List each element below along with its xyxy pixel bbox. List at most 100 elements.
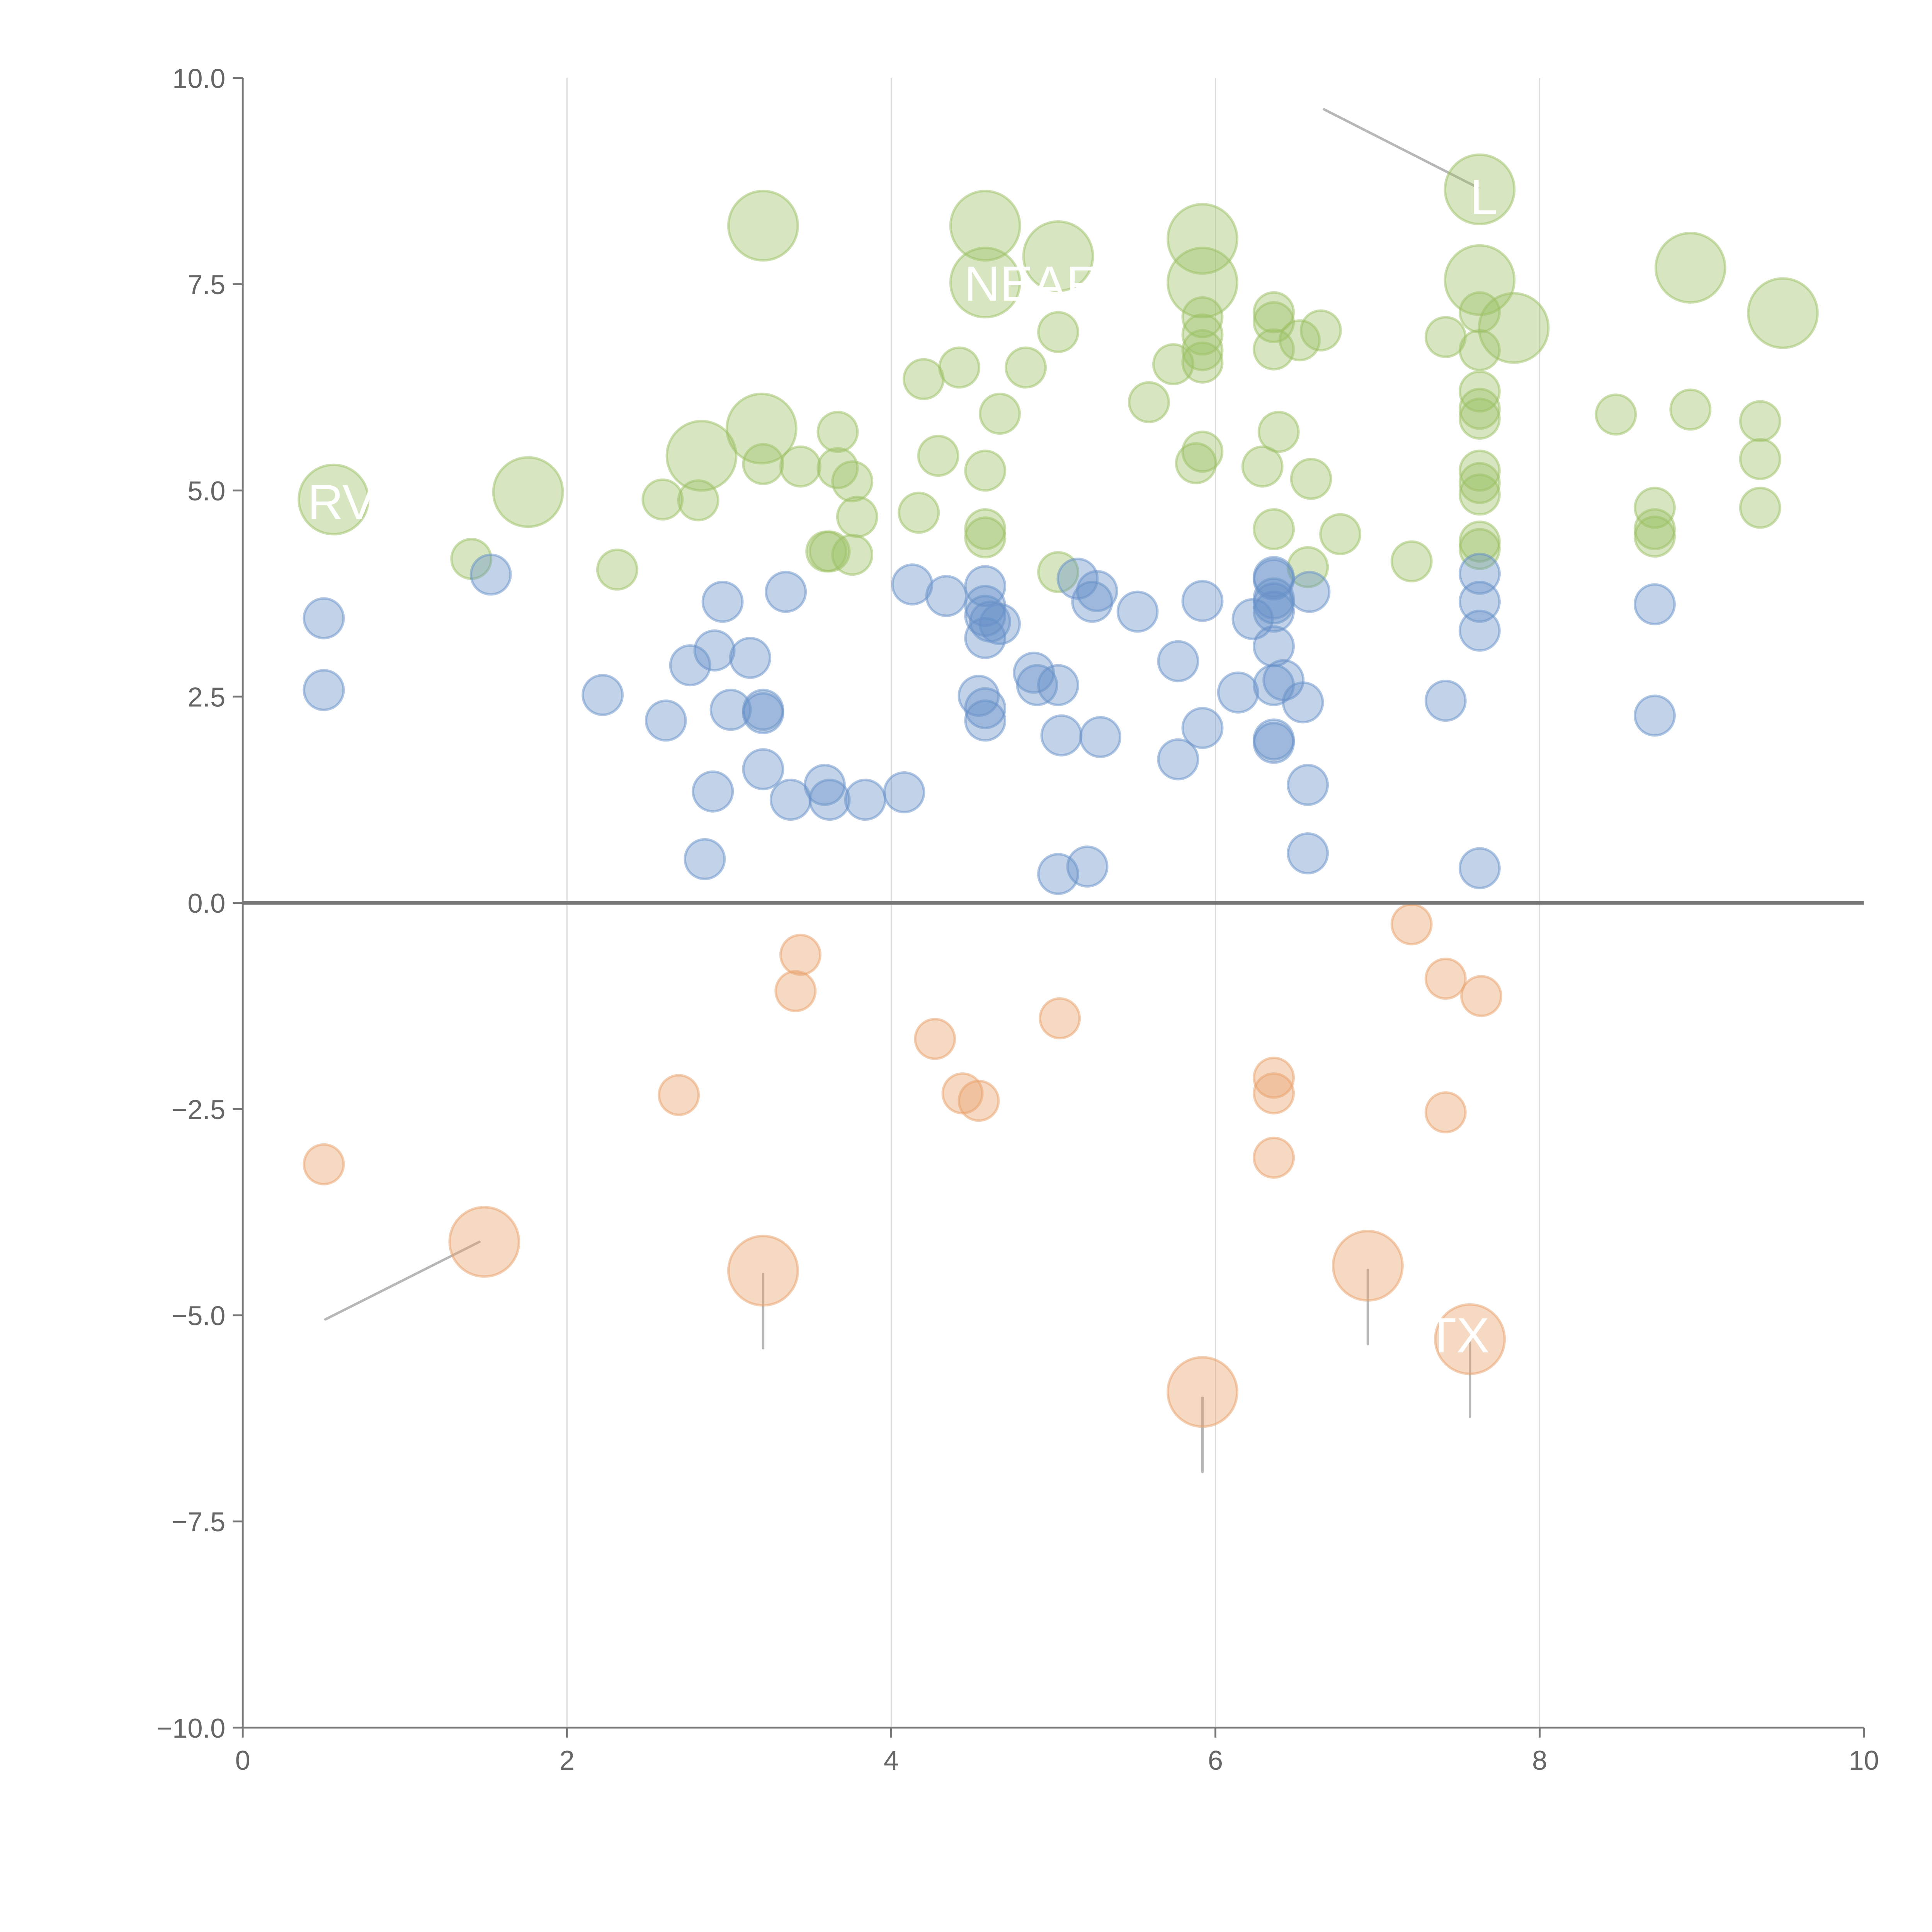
green-point	[949, 190, 1021, 262]
green-point	[902, 358, 945, 400]
blue-point	[891, 563, 934, 606]
green-point	[1478, 292, 1550, 364]
leader-lines	[324, 108, 1480, 1473]
orange-point	[1253, 1056, 1295, 1099]
green-point	[1458, 449, 1501, 492]
orange-point	[1253, 1136, 1295, 1179]
green-point	[1257, 411, 1300, 453]
x-tick-label: 10	[1849, 1745, 1879, 1776]
green-point	[949, 247, 1021, 319]
green-point	[1444, 153, 1516, 226]
green-point	[1181, 329, 1224, 371]
blue-point	[303, 669, 345, 711]
orange-point	[303, 1143, 345, 1185]
data-points	[298, 153, 1819, 1428]
green-point	[1458, 528, 1501, 570]
blue-point	[1066, 845, 1109, 888]
green-point	[938, 346, 981, 389]
green-point	[1458, 329, 1501, 371]
green-point	[816, 411, 859, 453]
green-point	[1747, 277, 1819, 349]
green-point	[1022, 220, 1094, 292]
y-tick-label: 0.0	[187, 888, 225, 918]
orange-point	[1434, 1303, 1506, 1375]
blue-point	[1458, 847, 1501, 889]
blue-point	[1458, 580, 1501, 623]
orange-point	[1253, 1072, 1295, 1115]
orange-point	[779, 934, 821, 976]
green-point	[1181, 296, 1224, 338]
green-point	[1290, 457, 1332, 500]
blue-point	[1458, 609, 1501, 652]
blue-point	[582, 674, 624, 716]
orange-point	[957, 1080, 1000, 1122]
blue-point	[964, 699, 1007, 742]
x-tick-label: 2	[560, 1745, 575, 1776]
blue-point	[469, 553, 512, 596]
green-point	[1458, 388, 1501, 430]
blue-point	[1076, 570, 1118, 612]
blue-point	[1634, 694, 1676, 737]
green-point	[1299, 309, 1342, 352]
orange-point	[1390, 903, 1433, 946]
orange-point	[1424, 1091, 1467, 1134]
green-point	[298, 463, 370, 536]
point-labels: RV NEAF L TX	[308, 170, 1497, 1363]
green-point	[1181, 430, 1224, 473]
blue-point	[1287, 764, 1329, 806]
blue-point	[1016, 664, 1058, 706]
green-point	[725, 393, 798, 465]
blue-point	[669, 644, 711, 687]
blue-point	[803, 764, 846, 806]
green-point	[1253, 328, 1295, 371]
green-point	[1634, 486, 1676, 529]
green-point	[1241, 445, 1284, 488]
green-point	[1458, 473, 1501, 516]
green-point	[1037, 311, 1080, 353]
orange-point	[914, 1018, 956, 1060]
blue-point	[1253, 721, 1295, 764]
green-point	[1739, 486, 1781, 529]
green-point	[677, 479, 719, 522]
axes: 0 2 4 6 8 10 10.0 7.5 5.0 2.5 0.0 −2.5 −5.0 −7.5 −10.0	[156, 63, 1879, 1776]
point-label: NEAF	[964, 256, 1096, 311]
blue-point	[684, 838, 726, 880]
green-point	[779, 445, 821, 488]
green-point	[808, 530, 851, 573]
blue-point	[957, 675, 1000, 717]
green-point	[1458, 291, 1501, 333]
green-point	[1458, 398, 1501, 440]
blue-point	[964, 687, 1007, 730]
blue-point	[1079, 716, 1122, 758]
green-point	[964, 449, 1007, 492]
green-point	[1166, 203, 1238, 275]
orange-point	[727, 1235, 799, 1307]
blue-point	[1071, 580, 1114, 623]
blue-point	[1181, 580, 1224, 622]
green-point	[1458, 462, 1501, 504]
x-tick-label: 8	[1532, 1745, 1547, 1776]
green-point	[1654, 231, 1726, 304]
y-tick-label: −5.0	[172, 1300, 225, 1331]
blue-point	[1424, 680, 1467, 722]
blue-point	[701, 580, 744, 623]
green-point	[1253, 291, 1295, 333]
orange-point	[1039, 997, 1081, 1039]
green-point	[1634, 515, 1676, 558]
blue-point	[765, 571, 807, 613]
green-point	[979, 393, 1021, 435]
orange-point	[658, 1074, 700, 1116]
blue-point	[709, 689, 752, 731]
green-point	[1175, 442, 1217, 485]
blue-point	[1157, 738, 1199, 781]
point-label: TX	[1426, 1308, 1490, 1363]
point-label: L	[1470, 170, 1497, 225]
blue-point	[1288, 571, 1331, 613]
green-point	[665, 420, 738, 492]
y-tick-label: 10.0	[172, 63, 225, 94]
blue-point	[1040, 714, 1083, 757]
green-point	[596, 548, 638, 591]
blue-point	[1181, 707, 1224, 749]
blue-point	[692, 770, 734, 813]
blue-point	[1217, 671, 1259, 714]
